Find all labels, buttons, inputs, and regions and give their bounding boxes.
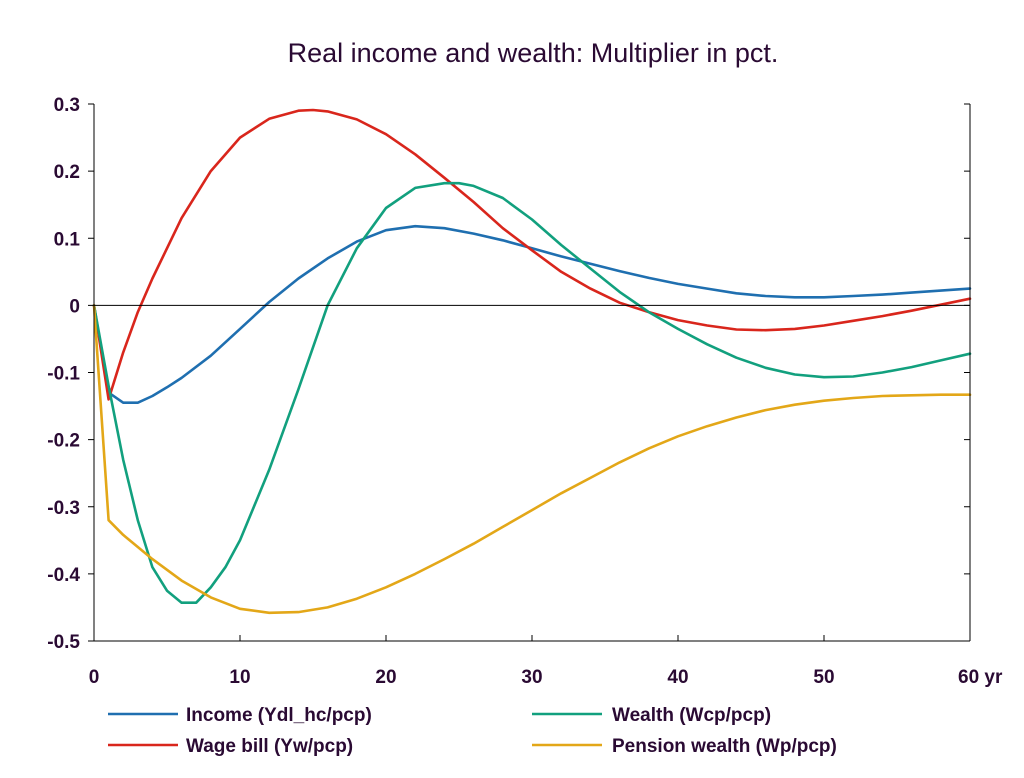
- chart-title: Real income and wealth: Multiplier in pc…: [288, 38, 779, 68]
- axes-layer: 0.3 0.2 0.1 0 -0.1 -0.2 -0.3 -0.4 -0.5 0 10 20 30 40 5…: [47, 95, 1003, 688]
- legend-label-4: Pension wealth (Wp/pcp): [612, 736, 837, 757]
- y-tick-label: -0.5: [47, 632, 80, 653]
- x-tick-label: 60 yr: [958, 667, 1003, 688]
- series-layer: [92, 108, 972, 615]
- legend-label-2: Wage bill (Yw/pcp): [186, 736, 353, 757]
- series-line-4: [92, 304, 972, 615]
- y-tick-label: 0: [69, 296, 80, 317]
- x-tick-label: 40: [667, 667, 688, 688]
- x-tick-label: 20: [375, 667, 396, 688]
- series-line-2: [92, 108, 972, 401]
- series-line-1: [92, 224, 972, 405]
- y-tick-label: -0.1: [47, 364, 80, 385]
- legend: Income (Ydl_hc/pcp) Wage bill (Yw/pcp) Wea…: [108, 705, 837, 757]
- y-tick-label: -0.3: [47, 498, 80, 519]
- series-line-3: [92, 181, 972, 605]
- x-tick-label: 0: [89, 667, 100, 688]
- y-tick-label: 0.2: [54, 162, 80, 183]
- legend-label-3: Wealth (Wcp/pcp): [612, 705, 771, 726]
- x-tick-label: 10: [229, 667, 250, 688]
- legend-label-1: Income (Ydl_hc/pcp): [186, 705, 372, 726]
- y-tick-label: -0.4: [47, 565, 80, 586]
- x-tick-label: 50: [813, 667, 834, 688]
- y-tick-label: 0.1: [54, 229, 81, 250]
- x-tick-label: 30: [521, 667, 542, 688]
- y-tick-label: 0.3: [54, 95, 80, 116]
- y-tick-label: -0.2: [47, 431, 80, 452]
